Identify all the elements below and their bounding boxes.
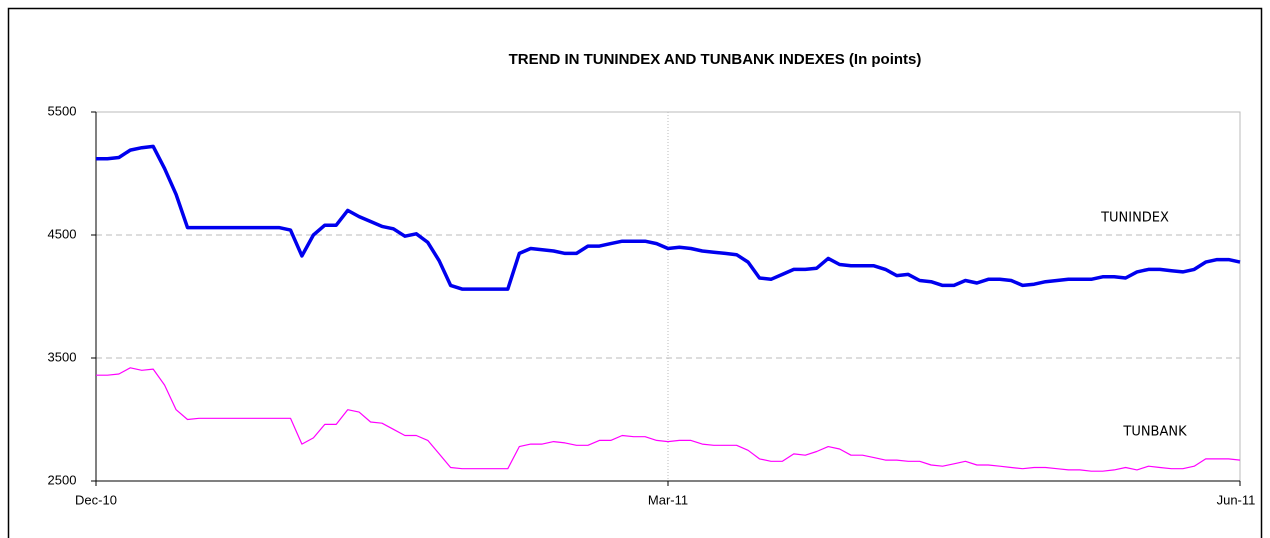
x-tick-label: Dec-10 (75, 492, 117, 507)
chart-title: TREND IN TUNINDEX AND TUNBANK INDEXES (I… (509, 51, 922, 68)
series-label: TUNBANK (1122, 425, 1187, 440)
series-line (96, 367, 1241, 472)
x-tick-label: Mar-11 (648, 492, 688, 507)
chart-border (7, 7, 1263, 538)
y-tick-label: 4500 (48, 226, 77, 241)
series-line (96, 144, 1241, 291)
y-tick-label: 5500 (48, 103, 77, 118)
x-tick-label: Jun-11 (1217, 492, 1256, 507)
y-tick-label: 2500 (48, 472, 77, 487)
y-tick-label: 3500 (48, 349, 77, 364)
series-label: TUNINDEX (1100, 211, 1169, 226)
